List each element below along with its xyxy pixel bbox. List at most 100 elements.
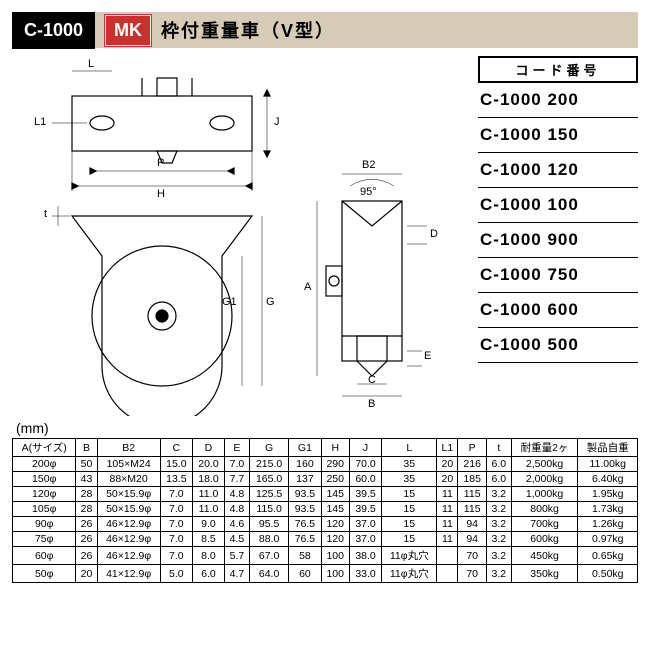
table-cell: 6.0 [192,565,224,583]
table-cell: 6.0 [486,457,511,472]
table-cell: 38.0 [349,547,381,565]
table-cell: 37.0 [349,517,381,532]
table-cell: 26 [76,547,97,565]
table-col: t [486,439,511,457]
table-col: G1 [289,439,321,457]
table-cell: 11φ丸穴 [382,547,437,565]
table-cell: 145 [321,502,349,517]
table-cell: 185 [458,472,486,487]
table-col: C [160,439,192,457]
dim-H: H [157,188,165,200]
table-row: 200φ50105×M2415.020.07.0215.016029070.03… [13,457,638,472]
table-cell: 64.0 [249,565,289,583]
table-cell: 50 [76,457,97,472]
table-cell: 137 [289,472,321,487]
table-cell: 11 [437,487,458,502]
table-cell: 50×15.9φ [97,487,160,502]
unit-label: (mm) [16,420,638,436]
dim-C: C [368,374,376,386]
dim-A: A [304,281,311,293]
table-cell: 4.7 [225,565,250,583]
table-row: 105φ2850×15.9φ7.011.04.8115.093.514539.5… [13,502,638,517]
table-cell: 76.5 [289,532,321,547]
table-cell: 11.0 [192,502,224,517]
table-cell: 39.5 [349,502,381,517]
table-row: 75φ2646×12.9φ7.08.54.588.076.512037.0151… [13,532,638,547]
table-col: G [249,439,289,457]
table-cell: 0.97kg [578,532,638,547]
table-cell: 800kg [511,502,578,517]
table-cell: 76.5 [289,517,321,532]
dim-G1: G1 [222,296,237,308]
table-cell: 125.5 [249,487,289,502]
table-cell: 70 [458,565,486,583]
table-cell: 11 [437,502,458,517]
table-cell: 4.8 [225,487,250,502]
table-col: P [458,439,486,457]
dim-95: 95° [360,186,377,198]
table-col: 耐重量2ヶ [511,439,578,457]
table-col: H [321,439,349,457]
table-cell [437,547,458,565]
code-item: C-1000 200 [478,83,638,118]
table-cell: 100 [321,565,349,583]
table-cell: 7.0 [160,532,192,547]
table-cell: 26 [76,532,97,547]
table-cell [437,565,458,583]
table-col: A(サイズ) [13,439,76,457]
dim-D: D [430,228,438,240]
table-cell: 94 [458,532,486,547]
table-cell: 1.26kg [578,517,638,532]
table-cell: 15 [382,517,437,532]
table-cell: 95.5 [249,517,289,532]
table-cell: 350kg [511,565,578,583]
table-row: 120φ2850×15.9φ7.011.04.8125.593.514539.5… [13,487,638,502]
table-cell: 20 [76,565,97,583]
table-cell: 9.0 [192,517,224,532]
table-cell: 88×M20 [97,472,160,487]
table-cell: 93.5 [289,502,321,517]
table-cell: 5.0 [160,565,192,583]
table-cell: 35 [382,457,437,472]
table-cell: 75φ [13,532,76,547]
table-cell: 60 [289,565,321,583]
table-cell: 115.0 [249,502,289,517]
table-cell: 1.95kg [578,487,638,502]
table-cell: 7.0 [160,547,192,565]
table-cell: 50φ [13,565,76,583]
spec-table: A(サイズ)BB2CDEGG1HJLL1Pt耐重量2ヶ製品自重 200φ5010… [12,438,638,583]
table-cell: 7.0 [160,517,192,532]
table-cell: 46×12.9φ [97,517,160,532]
table-cell: 35 [382,472,437,487]
table-cell: 15 [382,532,437,547]
table-col: L1 [437,439,458,457]
table-cell: 15.0 [160,457,192,472]
table-cell: 7.0 [225,457,250,472]
code-item: C-1000 500 [478,328,638,363]
table-cell: 60.0 [349,472,381,487]
table-cell: 165.0 [249,472,289,487]
table-col: 製品自重 [578,439,638,457]
table-cell: 41×12.9φ [97,565,160,583]
table-cell: 13.5 [160,472,192,487]
table-row: 50φ2041×12.9φ5.06.04.764.06010033.011φ丸穴… [13,565,638,583]
table-cell: 215.0 [249,457,289,472]
table-body: 200φ50105×M2415.020.07.0215.016029070.03… [13,457,638,583]
table-cell: 3.2 [486,487,511,502]
table-cell: 700kg [511,517,578,532]
table-cell: 115 [458,487,486,502]
table-cell: 67.0 [249,547,289,565]
table-cell: 70.0 [349,457,381,472]
table-cell: 15 [382,502,437,517]
table-cell: 150φ [13,472,76,487]
table-col: J [349,439,381,457]
table-cell: 7.0 [160,502,192,517]
code-item: C-1000 100 [478,188,638,223]
table-cell: 20 [437,457,458,472]
table-cell: 120φ [13,487,76,502]
table-cell: 28 [76,487,97,502]
table-cell: 3.2 [486,547,511,565]
table-cell: 20.0 [192,457,224,472]
header-bar: C-1000 MK 枠付重量車（V型） [12,12,638,48]
table-cell: 216 [458,457,486,472]
